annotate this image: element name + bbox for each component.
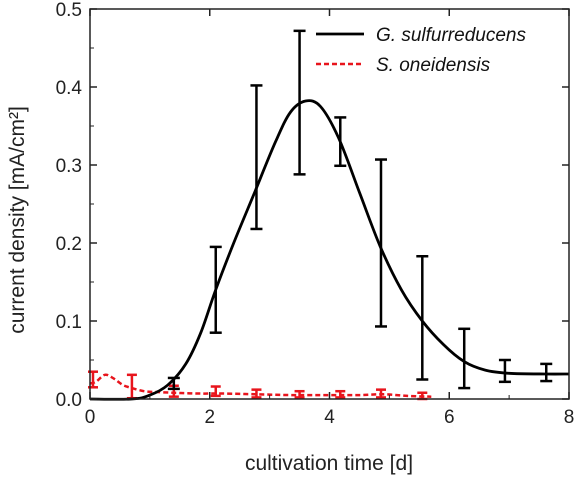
series-line-s-oneidensis xyxy=(89,373,432,398)
legend: G. sulfurreducens S. oneidensis xyxy=(316,25,526,76)
x-tick-label: 0 xyxy=(85,407,96,428)
error-bar xyxy=(335,389,346,399)
x-tick-label: 2 xyxy=(204,407,215,428)
series-line-g-sulfurreducens xyxy=(89,99,570,401)
y-tick-label: 0.0 xyxy=(56,390,82,411)
error-bar xyxy=(250,84,263,231)
error-bar xyxy=(334,116,347,168)
x-tick-label: 6 xyxy=(444,407,455,428)
x-tick-label: 8 xyxy=(564,407,575,428)
error-bar xyxy=(167,376,180,391)
y-tick-label: 0.3 xyxy=(56,156,82,177)
x-tick-label: 4 xyxy=(324,407,335,428)
error-bar xyxy=(209,245,222,334)
legend-label-s-oneidensis: S. oneidensis xyxy=(376,55,491,76)
y-tick-label: 0.4 xyxy=(56,78,83,99)
series-layer xyxy=(87,29,570,401)
error-bar xyxy=(375,388,386,399)
error-bar xyxy=(374,158,387,328)
series-s-oneidensis xyxy=(87,370,432,401)
error-bar xyxy=(210,385,221,398)
error-bar xyxy=(294,389,305,399)
x-axis-title: cultivation time [d] xyxy=(245,452,413,475)
legend-label-g-sulfurreducens: G. sulfurreducens xyxy=(376,25,526,46)
error-bar xyxy=(498,358,511,384)
y-tick-label: 0.5 xyxy=(56,0,82,21)
y-tick-label: 0.1 xyxy=(56,312,82,333)
error-bar xyxy=(458,327,471,390)
error-bar xyxy=(540,362,553,383)
y-tick-label: 0.2 xyxy=(56,234,82,255)
error-bar xyxy=(293,29,306,176)
error-bar xyxy=(416,255,429,381)
series-g-sulfurreducens xyxy=(89,29,570,401)
axes-layer: 0 2 4 6 8 0.0 0.1 0.2 0.3 0.4 0.5 xyxy=(56,0,575,428)
y-axis-title: current density [mA/cm²] xyxy=(6,106,29,334)
error-bar xyxy=(251,388,262,399)
